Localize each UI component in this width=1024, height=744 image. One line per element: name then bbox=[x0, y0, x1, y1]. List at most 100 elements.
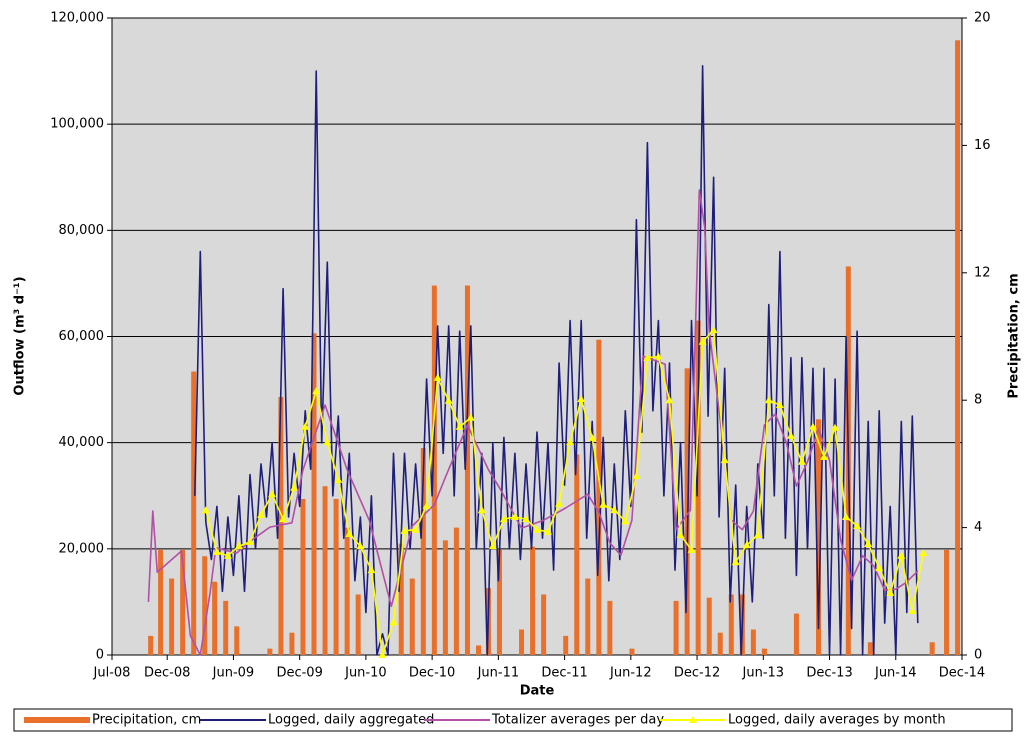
y-axis-title: Outflow (m³ d⁻¹) bbox=[13, 276, 28, 395]
marker bbox=[632, 472, 641, 480]
marker bbox=[797, 457, 806, 465]
marker bbox=[234, 542, 243, 550]
marker bbox=[720, 456, 729, 464]
bar bbox=[223, 600, 229, 655]
bar bbox=[267, 648, 273, 655]
bar bbox=[398, 543, 404, 655]
bar bbox=[322, 486, 328, 655]
marker bbox=[753, 531, 762, 539]
marker bbox=[245, 537, 254, 545]
bar bbox=[442, 540, 448, 655]
marker bbox=[389, 618, 398, 626]
marker bbox=[290, 483, 299, 491]
marker bbox=[201, 506, 210, 514]
bar bbox=[191, 371, 197, 655]
marker bbox=[367, 566, 376, 574]
bar bbox=[929, 642, 935, 655]
marker bbox=[842, 512, 851, 520]
x-tick-label: Jun-09 bbox=[212, 666, 255, 681]
marker bbox=[400, 526, 409, 534]
bar bbox=[673, 600, 679, 655]
x-tick-label: Dec-10 bbox=[409, 666, 455, 681]
legend-label: Totalizer averages per day bbox=[491, 713, 664, 728]
x-tick-label: Jun-12 bbox=[609, 666, 652, 681]
y-tick-label: 20,000 bbox=[59, 541, 105, 556]
x-tick-label: Dec-09 bbox=[276, 666, 322, 681]
bar bbox=[761, 648, 767, 655]
marker bbox=[422, 501, 431, 509]
marker bbox=[411, 525, 420, 533]
y2-tick-label: 20 bbox=[974, 11, 991, 26]
marker bbox=[897, 551, 906, 559]
bar bbox=[148, 635, 154, 655]
marker bbox=[499, 515, 508, 523]
marker bbox=[731, 558, 740, 566]
bar bbox=[496, 549, 502, 655]
y2-axis-title: Precipitation, cm bbox=[1007, 273, 1022, 398]
bar bbox=[793, 613, 799, 655]
marker bbox=[268, 490, 277, 498]
marker bbox=[257, 510, 266, 518]
y2-tick-label: 8 bbox=[974, 393, 982, 408]
marker bbox=[853, 522, 862, 530]
marker bbox=[477, 506, 486, 514]
bar bbox=[180, 549, 186, 655]
marker bbox=[312, 387, 321, 395]
bar bbox=[464, 285, 470, 655]
bar bbox=[563, 635, 569, 655]
marker bbox=[775, 400, 784, 408]
marker bbox=[709, 326, 718, 334]
x-tick-label: Jun-11 bbox=[477, 666, 520, 681]
marker bbox=[345, 529, 354, 537]
y-tick-label: 0 bbox=[96, 648, 104, 663]
line bbox=[194, 65, 919, 656]
bar bbox=[574, 454, 580, 655]
bar bbox=[289, 632, 295, 655]
bar bbox=[234, 626, 240, 655]
bar bbox=[300, 498, 306, 655]
marker bbox=[555, 499, 564, 507]
marker bbox=[566, 438, 575, 446]
marker bbox=[433, 373, 442, 381]
x-tick-label: Jun-10 bbox=[344, 666, 387, 681]
marker bbox=[323, 438, 332, 446]
x-axis-title: Date bbox=[520, 684, 555, 699]
marker bbox=[444, 396, 453, 404]
y-tick-label: 40,000 bbox=[59, 435, 105, 450]
legend-swatch bbox=[24, 717, 90, 723]
bar bbox=[867, 642, 873, 655]
y-tick-label: 120,000 bbox=[50, 11, 104, 26]
x-tick-label: Dec-12 bbox=[674, 666, 720, 681]
marker bbox=[808, 422, 817, 430]
line bbox=[147, 189, 919, 656]
marker bbox=[223, 551, 232, 559]
marker bbox=[698, 337, 707, 345]
bar bbox=[728, 594, 734, 655]
bar bbox=[717, 632, 723, 655]
bar bbox=[629, 648, 635, 655]
bar bbox=[333, 498, 339, 655]
legend bbox=[13, 708, 1013, 732]
marker bbox=[908, 606, 917, 614]
bar bbox=[355, 594, 361, 655]
legend-marker bbox=[689, 716, 697, 723]
marker bbox=[301, 422, 310, 430]
y-tick-label: 100,000 bbox=[50, 117, 104, 132]
marker bbox=[488, 542, 497, 550]
marker bbox=[764, 396, 773, 404]
marker bbox=[356, 542, 365, 550]
bar bbox=[212, 581, 218, 655]
bar bbox=[431, 285, 437, 655]
marker bbox=[533, 525, 541, 533]
x-tick-label: Dec-13 bbox=[806, 666, 852, 681]
bar bbox=[420, 447, 426, 655]
marker bbox=[665, 396, 674, 404]
y2-tick-label: 4 bbox=[974, 520, 982, 535]
marker bbox=[279, 515, 288, 523]
bar bbox=[695, 320, 701, 655]
bar bbox=[585, 578, 591, 655]
marker bbox=[831, 423, 840, 431]
bar bbox=[278, 397, 284, 655]
marker bbox=[654, 352, 663, 360]
